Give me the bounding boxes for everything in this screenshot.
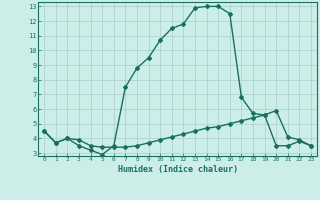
X-axis label: Humidex (Indice chaleur): Humidex (Indice chaleur) bbox=[118, 165, 238, 174]
